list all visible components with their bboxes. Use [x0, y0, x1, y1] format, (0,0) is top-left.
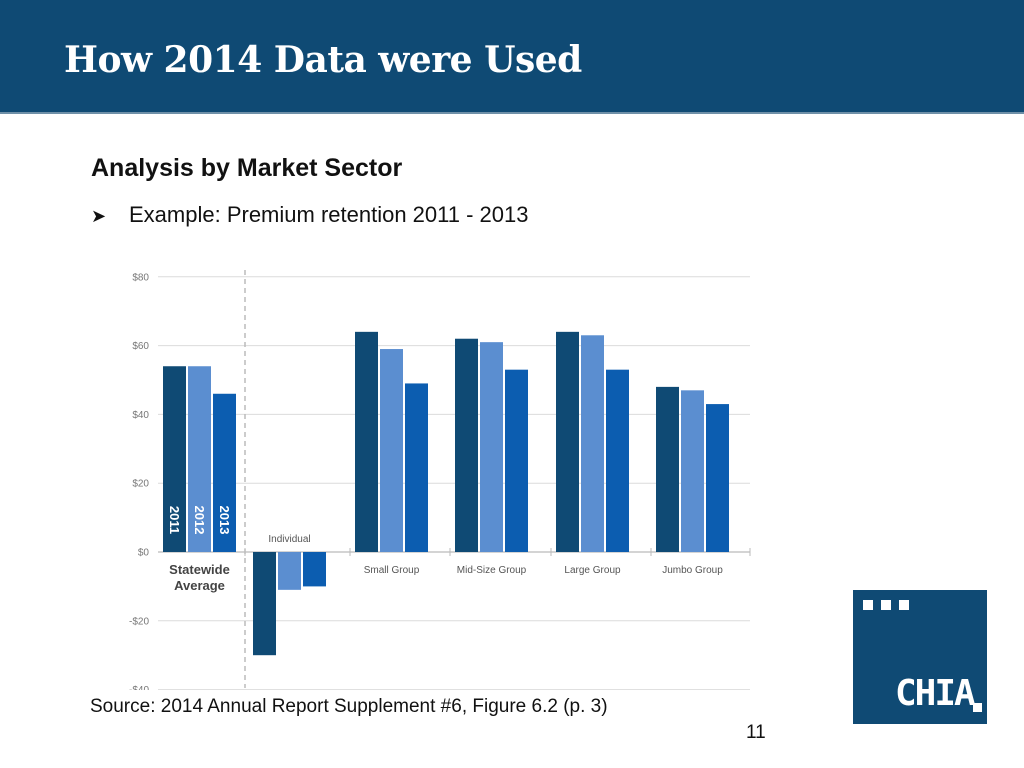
- bar: [581, 335, 604, 552]
- y-tick-label: -$20: [129, 616, 149, 627]
- y-tick-label: $20: [132, 479, 149, 490]
- bar: [253, 552, 276, 656]
- y-tick-label: $40: [132, 410, 149, 421]
- category-label: Small Group: [364, 565, 420, 576]
- category-label: Statewide: [169, 562, 230, 577]
- bullet-item: ➤ Example: Premium retention 2011 - 2013: [91, 200, 528, 231]
- y-tick-label: $80: [132, 272, 149, 283]
- bar: [405, 383, 428, 552]
- y-tick-label: -$40: [129, 685, 149, 690]
- bar: [480, 342, 503, 552]
- bar: [213, 393, 236, 552]
- bar: [706, 404, 729, 552]
- title-bar: How 2014 Data were Used: [0, 0, 1024, 114]
- section-heading: Analysis by Market Sector: [91, 154, 403, 182]
- category-label: Individual: [268, 534, 310, 545]
- bar: [188, 366, 211, 552]
- slide-title: How 2014 Data were Used: [64, 39, 582, 81]
- bar: [380, 349, 403, 552]
- premium-retention-chart: $80 $60 $40 $20 $0 -$20 -$40 2011 2012 2013 Statew…: [129, 270, 751, 690]
- category-label: Jumbo Group: [662, 565, 723, 576]
- bar: [455, 338, 478, 552]
- bar: [556, 331, 579, 552]
- logo-text: CHIA: [895, 673, 976, 714]
- y-tick-label: $0: [138, 548, 150, 559]
- bar: [656, 386, 679, 552]
- logo-dot-icon: [881, 600, 891, 610]
- series-label: 2013: [217, 506, 232, 535]
- source-note: Source: 2014 Annual Report Supplement #6…: [90, 696, 608, 717]
- bar: [355, 331, 378, 552]
- series-label: 2012: [192, 506, 207, 535]
- category-label: Mid-Size Group: [457, 565, 527, 576]
- logo-dot-icon: [973, 703, 982, 712]
- page-number: 11: [746, 722, 766, 743]
- y-tick-label: $60: [132, 341, 149, 352]
- bar: [505, 369, 528, 552]
- bullet-text: Example: Premium retention 2011 - 2013: [129, 202, 529, 227]
- chia-logo: CHIA: [853, 590, 987, 724]
- category-label: Average: [174, 578, 225, 593]
- bar: [278, 552, 301, 590]
- category-label: Large Group: [564, 565, 621, 576]
- logo-dot-icon: [899, 600, 909, 610]
- logo-dot-icon: [863, 600, 873, 610]
- bar: [163, 366, 186, 552]
- arrow-bullet-icon: ➤: [91, 206, 107, 226]
- bar: [681, 390, 704, 552]
- bar: [606, 369, 629, 552]
- bar: [303, 552, 326, 587]
- series-label: 2011: [167, 506, 182, 534]
